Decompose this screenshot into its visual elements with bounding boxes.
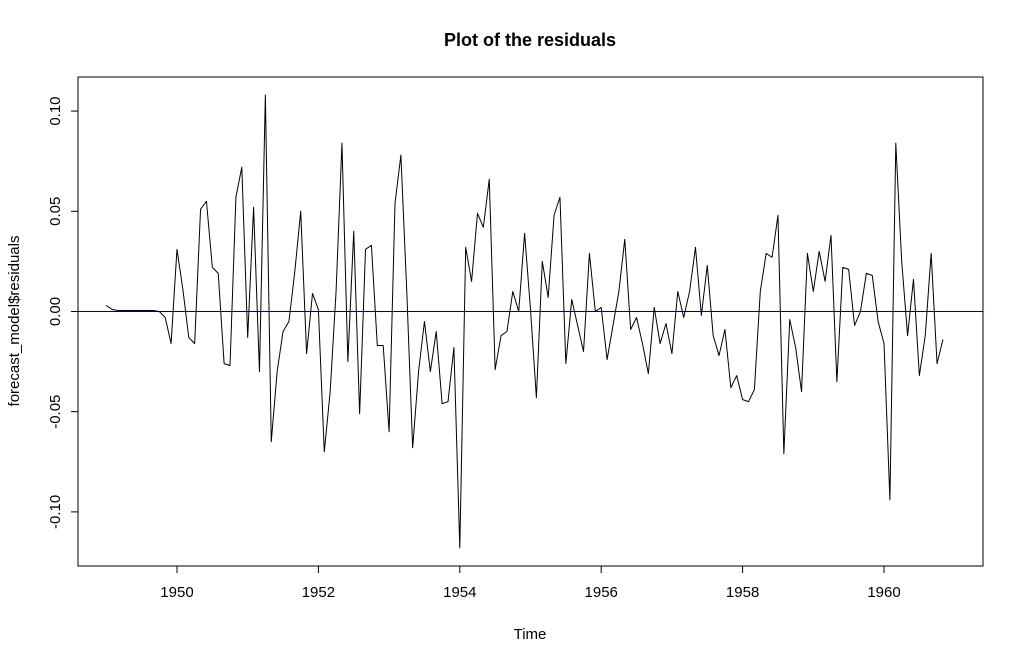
y-axis-label: forecast_model$residuals — [6, 236, 23, 407]
x-tick-label: 1954 — [443, 584, 476, 601]
x-tick-label: 1952 — [302, 584, 335, 601]
chart-title: Plot of the residuals — [444, 30, 616, 50]
x-tick-label: 1956 — [585, 584, 618, 601]
residuals-series-line — [105, 94, 944, 549]
x-tick-label: 1960 — [867, 584, 900, 601]
y-tick-label: 0.10 — [47, 96, 64, 125]
x-tick-label: 1958 — [726, 584, 759, 601]
x-axis: 1950 1952 1954 1956 1958 1960 — [160, 565, 901, 601]
x-axis-label: Time — [514, 626, 547, 643]
x-tick-label: 1950 — [160, 584, 193, 601]
y-axis: -0.10 -0.05 0.00 0.05 0.10 — [47, 96, 79, 529]
y-tick-label: 0.00 — [47, 297, 64, 326]
y-tick-label: -0.05 — [47, 395, 64, 429]
y-tick-label: -0.10 — [47, 495, 64, 529]
y-tick-label: 0.05 — [47, 197, 64, 226]
plot-frame — [77, 76, 984, 567]
